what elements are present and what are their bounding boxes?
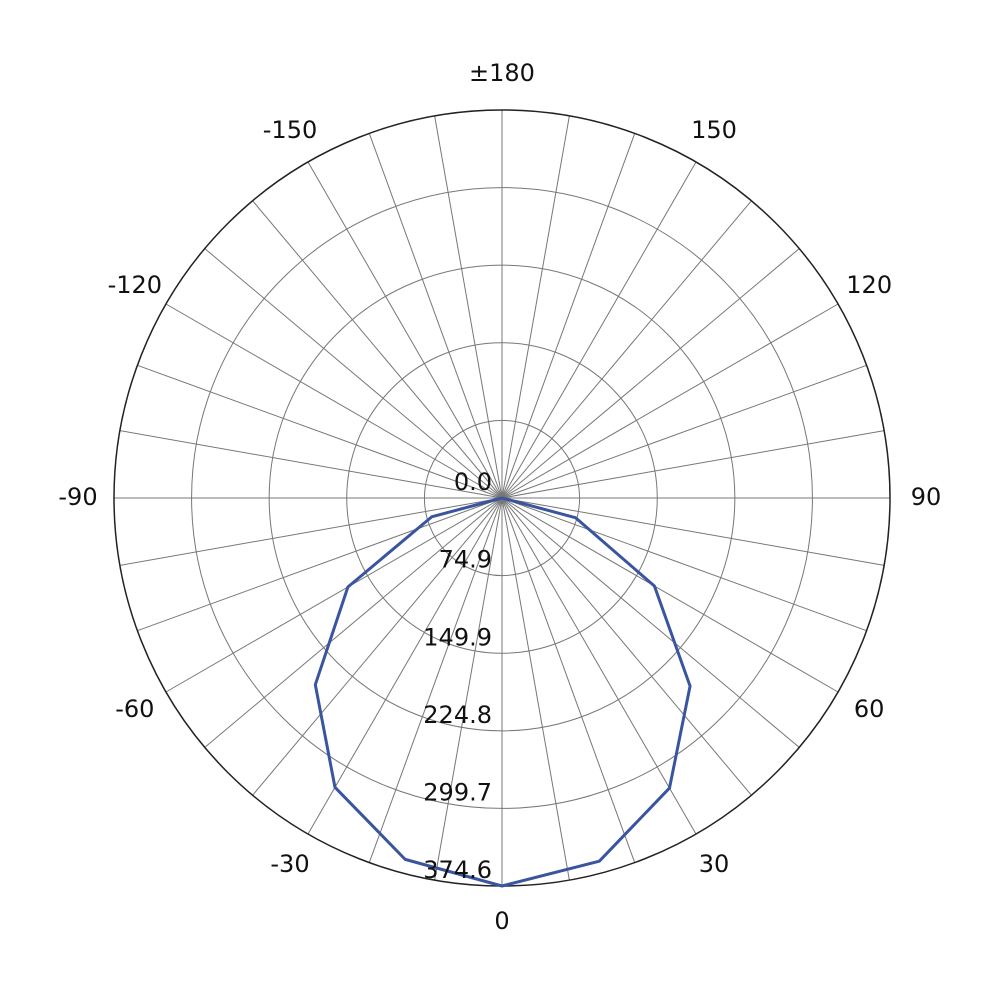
angular-grid-line xyxy=(204,248,503,499)
angular-grid-line xyxy=(501,497,867,632)
angular-grid-line xyxy=(501,248,800,499)
angular-grid-line xyxy=(204,497,503,748)
angular-grid-line xyxy=(137,364,503,499)
angular-grid-line xyxy=(165,497,503,693)
angular-grid-line xyxy=(137,497,503,632)
angle-tick-label: -90 xyxy=(58,483,97,511)
angle-tick-label: -120 xyxy=(108,271,162,299)
angular-grid-line xyxy=(119,430,503,499)
angular-grid-line xyxy=(252,200,503,499)
radial-tick-label: 224.8 xyxy=(423,701,492,729)
angular-grid-line xyxy=(501,497,570,881)
angle-tick-label: 90 xyxy=(911,483,942,511)
angular-grid-line xyxy=(501,303,839,499)
angular-grid-line xyxy=(368,497,503,863)
angular-grid-line xyxy=(434,497,503,881)
angle-tick-label: -150 xyxy=(263,116,317,144)
radial-tick-label: 74.9 xyxy=(439,546,492,574)
angular-grid-line xyxy=(501,497,697,835)
angle-tick-label: 30 xyxy=(699,850,730,878)
angular-grid-line xyxy=(165,303,503,499)
angle-tick-label: -60 xyxy=(115,695,154,723)
angular-grid-line xyxy=(501,497,636,863)
angular-grid-line xyxy=(501,364,867,499)
radial-tick-label: 299.7 xyxy=(423,778,492,806)
radial-grid-ring xyxy=(346,342,658,654)
angle-tick-label: ±180 xyxy=(469,59,535,87)
angular-grid-line xyxy=(434,115,503,499)
angular-grid-line xyxy=(252,497,503,796)
angular-grid-line xyxy=(501,133,636,499)
radial-tick-label: 149.9 xyxy=(423,623,492,651)
angle-tick-label: -30 xyxy=(270,850,309,878)
radial-grid-ring xyxy=(191,187,813,809)
angular-grid-line xyxy=(119,497,503,566)
radial-grid-ring xyxy=(423,419,581,577)
series-line xyxy=(313,496,692,888)
angular-grid-line xyxy=(501,497,800,748)
angular-grid-line xyxy=(307,497,503,835)
angle-tick-label: 120 xyxy=(846,271,892,299)
angle-tick-label: 150 xyxy=(691,116,737,144)
radial-grid-ring xyxy=(268,264,736,732)
radial-tick-label: 374.6 xyxy=(423,856,492,884)
angular-grid-line xyxy=(501,497,752,796)
angular-grid-line xyxy=(501,497,839,693)
radial-tick-label: 0.0 xyxy=(454,468,492,496)
angle-tick-label: 60 xyxy=(854,695,885,723)
angle-tick-label: 0 xyxy=(494,907,509,935)
angular-grid-line xyxy=(501,200,752,499)
angular-grid-line xyxy=(368,133,503,499)
angular-grid-line xyxy=(501,497,885,566)
angular-grid-line xyxy=(501,430,885,499)
angular-grid-line xyxy=(307,161,503,499)
angular-grid-line xyxy=(501,161,697,499)
angular-grid-line xyxy=(501,115,570,499)
